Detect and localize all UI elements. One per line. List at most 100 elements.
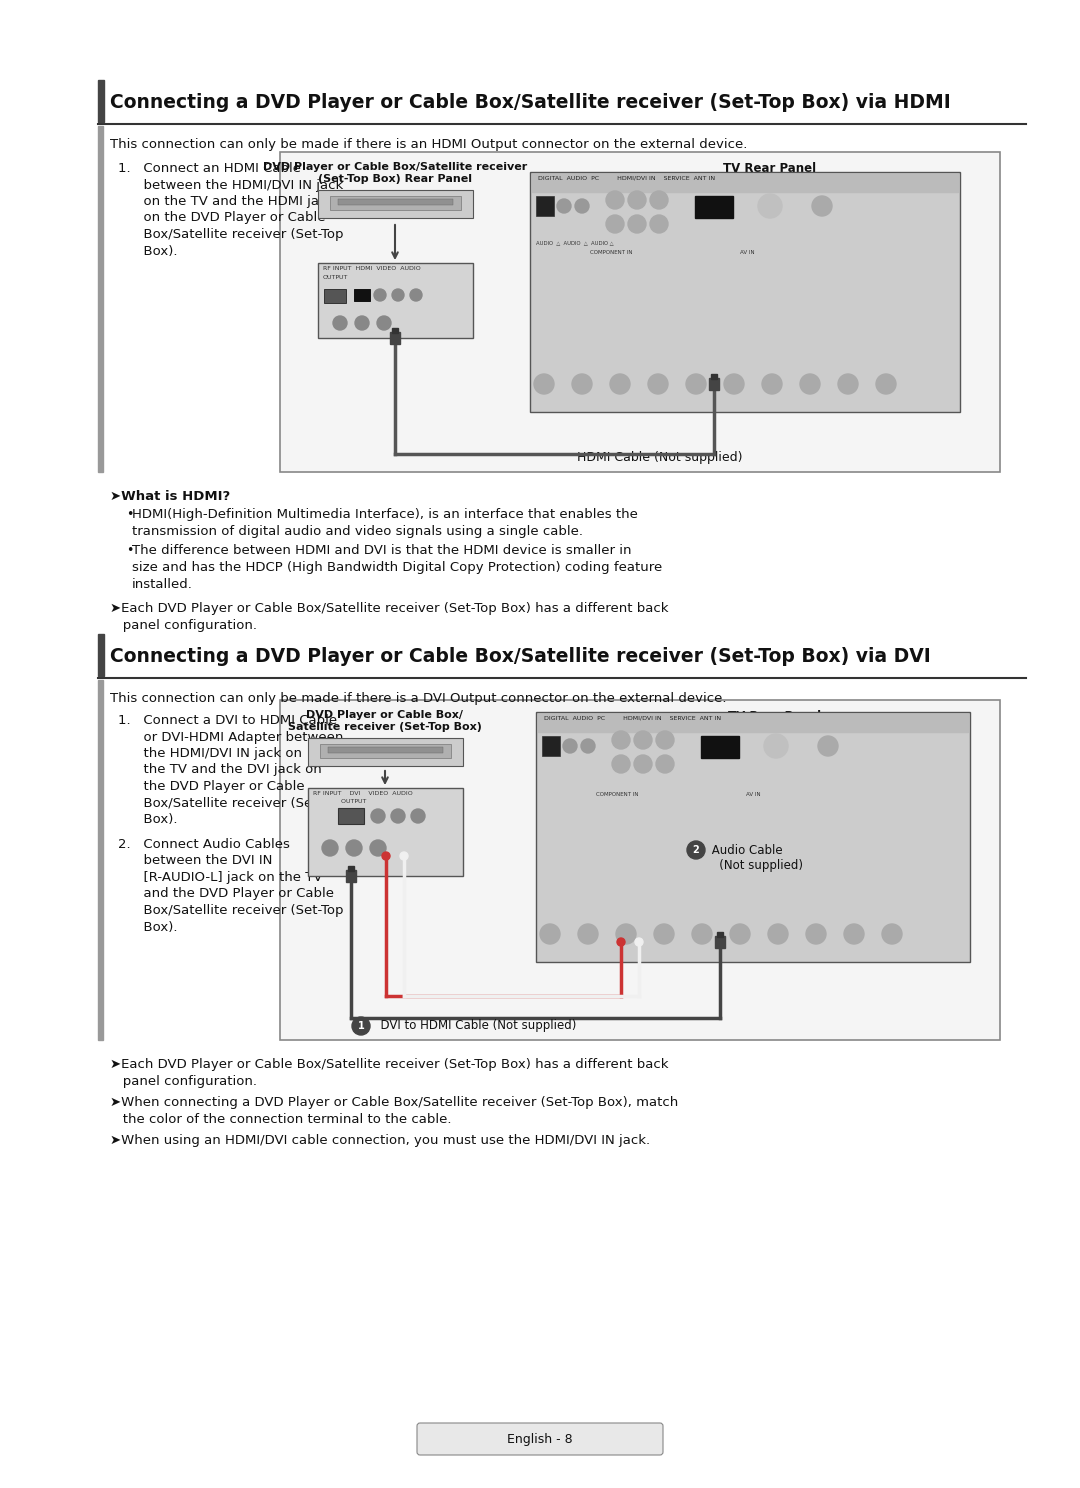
Circle shape — [374, 289, 386, 301]
Bar — [538, 714, 968, 732]
Circle shape — [634, 754, 652, 772]
Circle shape — [612, 754, 630, 772]
Circle shape — [686, 373, 706, 394]
Text: English - 8: English - 8 — [508, 1433, 572, 1446]
Text: ➤Each DVD Player or Cable Box/Satellite receiver (Set-Top Box) has a different b: ➤Each DVD Player or Cable Box/Satellite … — [110, 603, 669, 615]
Bar — [715, 936, 725, 948]
Circle shape — [882, 924, 902, 943]
Text: (Set-Top Box) Rear Panel: (Set-Top Box) Rear Panel — [318, 174, 472, 185]
Bar — [711, 373, 717, 379]
Circle shape — [635, 937, 643, 946]
Text: Connecting a DVD Player or Cable Box/Satellite receiver (Set-Top Box) via DVI: Connecting a DVD Player or Cable Box/Sat… — [110, 646, 931, 665]
Circle shape — [610, 373, 630, 394]
Bar — [532, 174, 958, 192]
Text: 2.   Connect Audio Cables: 2. Connect Audio Cables — [118, 838, 289, 851]
Text: Audio Cable: Audio Cable — [708, 844, 783, 857]
Text: DVD Player or Cable Box/: DVD Player or Cable Box/ — [307, 710, 463, 720]
Circle shape — [581, 740, 595, 753]
Bar — [98, 634, 104, 676]
Circle shape — [812, 196, 832, 216]
Text: AV IN: AV IN — [746, 792, 760, 798]
Circle shape — [656, 731, 674, 748]
Text: Connecting a DVD Player or Cable Box/Satellite receiver (Set-Top Box) via HDMI: Connecting a DVD Player or Cable Box/Sat… — [110, 92, 950, 112]
Text: OUTPUT: OUTPUT — [313, 799, 366, 804]
Circle shape — [377, 315, 391, 330]
Text: transmission of digital audio and video signals using a single cable.: transmission of digital audio and video … — [132, 525, 583, 539]
Text: Box).: Box). — [118, 812, 177, 826]
Bar — [392, 327, 399, 333]
Circle shape — [627, 214, 646, 234]
Text: on the DVD Player or Cable: on the DVD Player or Cable — [118, 211, 325, 225]
Text: DVI to HDMI Cable (Not supplied): DVI to HDMI Cable (Not supplied) — [373, 1019, 577, 1033]
Text: RF INPUT    DVI    VIDEO  AUDIO: RF INPUT DVI VIDEO AUDIO — [313, 792, 413, 796]
Text: 1.   Connect a DVI to HDMI Cable: 1. Connect a DVI to HDMI Cable — [118, 714, 337, 728]
Text: ➤When connecting a DVD Player or Cable Box/Satellite receiver (Set-Top Box), mat: ➤When connecting a DVD Player or Cable B… — [110, 1097, 678, 1109]
Circle shape — [352, 1016, 370, 1036]
Bar — [280, 699, 1000, 1040]
Circle shape — [634, 731, 652, 748]
Text: 1.   Connect an HDMI Cable: 1. Connect an HDMI Cable — [118, 162, 301, 176]
Text: panel configuration.: panel configuration. — [110, 1074, 257, 1088]
Text: COMPONENT IN: COMPONENT IN — [596, 792, 638, 798]
Circle shape — [612, 731, 630, 748]
Text: TV Rear Panel: TV Rear Panel — [724, 162, 816, 176]
Text: or DVI-HDMI Adapter between: or DVI-HDMI Adapter between — [118, 731, 343, 744]
Bar — [696, 196, 733, 219]
Text: between the HDMI/DVI IN jack: between the HDMI/DVI IN jack — [118, 179, 343, 192]
Bar — [530, 173, 960, 412]
Circle shape — [557, 199, 571, 213]
Circle shape — [372, 809, 384, 823]
Text: •: • — [126, 507, 133, 521]
Text: This connection can only be made if there is a DVI Output connector on the exter: This connection can only be made if ther… — [110, 692, 727, 705]
Bar — [338, 808, 364, 824]
Circle shape — [578, 924, 598, 943]
Circle shape — [392, 289, 404, 301]
Text: on the TV and the HDMI jack: on the TV and the HDMI jack — [118, 195, 334, 208]
Circle shape — [540, 924, 561, 943]
Circle shape — [333, 315, 347, 330]
Circle shape — [730, 924, 750, 943]
Text: TV Rear Panel: TV Rear Panel — [728, 710, 822, 723]
Bar — [320, 744, 451, 757]
Circle shape — [758, 193, 782, 219]
Circle shape — [806, 924, 826, 943]
Text: between the DVI IN: between the DVI IN — [118, 854, 272, 868]
Circle shape — [692, 924, 712, 943]
Circle shape — [382, 853, 390, 860]
Text: the HDMI/DVI IN jack on: the HDMI/DVI IN jack on — [118, 747, 302, 760]
Bar — [318, 263, 473, 338]
Bar — [348, 866, 354, 870]
Bar — [701, 737, 739, 757]
Text: RF INPUT  HDMI  VIDEO  AUDIO: RF INPUT HDMI VIDEO AUDIO — [323, 266, 421, 271]
Circle shape — [355, 315, 369, 330]
Circle shape — [762, 373, 782, 394]
Circle shape — [606, 190, 624, 208]
Bar — [98, 126, 103, 472]
Text: 1: 1 — [357, 1021, 364, 1031]
Circle shape — [656, 754, 674, 772]
Bar — [390, 332, 400, 344]
Circle shape — [322, 841, 338, 856]
Circle shape — [650, 190, 669, 208]
Circle shape — [654, 924, 674, 943]
Circle shape — [843, 924, 864, 943]
Circle shape — [650, 214, 669, 234]
Text: the color of the connection terminal to the cable.: the color of the connection terminal to … — [110, 1113, 451, 1126]
Bar — [542, 737, 561, 756]
Bar — [354, 289, 370, 301]
Circle shape — [627, 190, 646, 208]
Text: Box/Satellite receiver (Set-Top: Box/Satellite receiver (Set-Top — [118, 228, 343, 241]
Circle shape — [346, 841, 362, 856]
Bar — [308, 738, 463, 766]
Text: Box).: Box). — [118, 244, 177, 257]
Text: (Not supplied): (Not supplied) — [708, 860, 804, 872]
Circle shape — [606, 214, 624, 234]
Circle shape — [876, 373, 896, 394]
Circle shape — [764, 734, 788, 757]
Circle shape — [391, 809, 405, 823]
Bar — [717, 931, 723, 937]
Text: This connection can only be made if there is an HDMI Output connector on the ext: This connection can only be made if ther… — [110, 138, 747, 150]
Circle shape — [410, 289, 422, 301]
Bar — [98, 80, 104, 122]
Bar — [338, 199, 453, 205]
